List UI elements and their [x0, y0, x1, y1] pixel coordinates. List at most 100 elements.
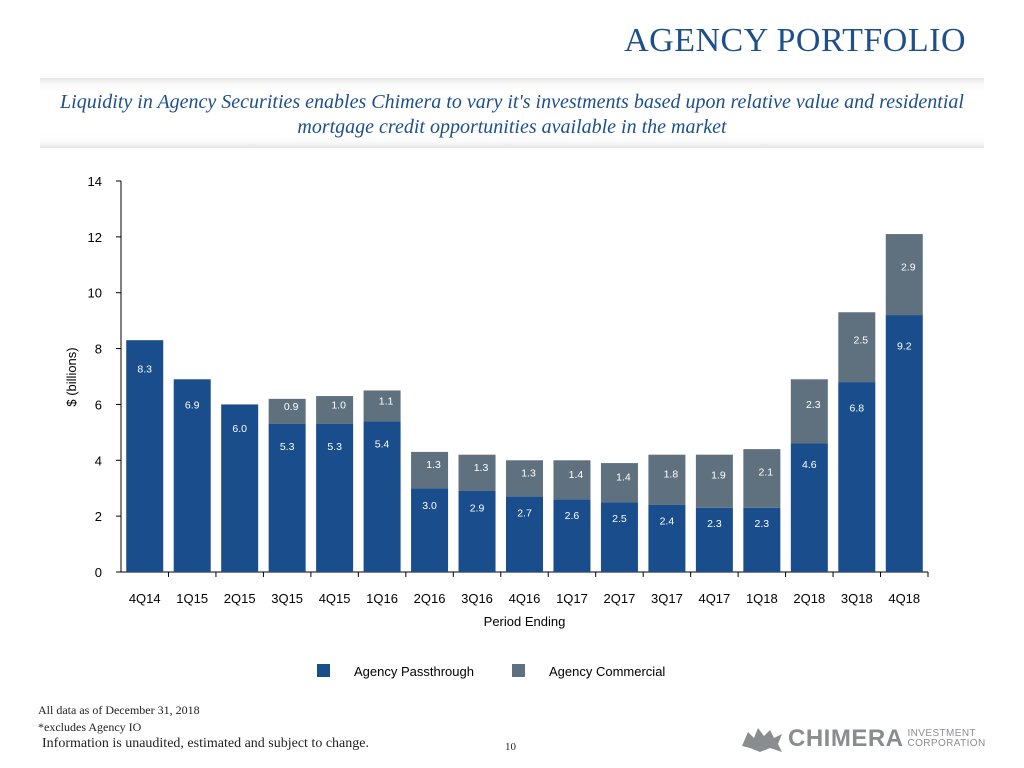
logo-subtext: INVESTMENT CORPORATION [904, 729, 986, 749]
data-label: 5.3 [280, 441, 295, 453]
data-label: 2.3 [755, 518, 770, 530]
subtitle: Liquidity in Agency Securities enables C… [60, 91, 964, 138]
x-tick-label: 1Q17 [556, 591, 588, 606]
legend-label: Agency Commercial [549, 664, 665, 679]
data-label: 5.4 [375, 438, 390, 450]
bar-segment [411, 488, 449, 572]
x-tick-label: 3Q16 [461, 591, 493, 606]
data-label: 8.3 [137, 364, 152, 376]
y-tick-label: 6 [95, 397, 102, 412]
bar-segment [411, 451, 449, 489]
data-label: 9.2 [897, 341, 912, 353]
bar-segment [173, 379, 211, 572]
logo-wordmark: CHIMERA [788, 725, 904, 752]
x-tick-label: 3Q18 [841, 591, 873, 606]
x-axis-label: Period Ending [484, 614, 566, 629]
y-tick-label: 14 [88, 174, 102, 189]
bar-segment [743, 507, 781, 572]
data-label: 1.3 [426, 459, 441, 471]
data-label: 6.8 [849, 402, 864, 414]
bar-segment [506, 460, 543, 497]
x-tick-label: 3Q17 [651, 591, 683, 606]
data-label: 1.8 [664, 468, 679, 480]
y-tick-label: 4 [95, 453, 102, 468]
stacked-bar-chart: 0 2 4 6 8 10 12 14 $ (billions) 8.3 4Q14 6.9 1Q15 6.0… [64, 174, 929, 679]
bar-segment [743, 449, 781, 508]
x-tick-label: 3Q15 [271, 591, 303, 606]
data-label: 6.9 [185, 400, 200, 412]
bar-segment [648, 504, 686, 572]
data-label: 0.9 [284, 401, 299, 413]
legend-label: Agency Passthrough [354, 664, 474, 679]
bar-segment [553, 499, 591, 572]
y-tick-label: 2 [95, 509, 102, 524]
x-tick-label: 4Q16 [509, 591, 541, 606]
bar-segment [363, 421, 401, 572]
bar-segment [695, 454, 733, 508]
x-tick-label: 4Q14 [129, 591, 161, 606]
footnotes: All data as of December 31, 2018 *exclud… [38, 702, 200, 736]
bar-segment [885, 234, 923, 316]
bar-segment [838, 382, 876, 572]
data-label: 1.1 [379, 395, 394, 407]
y-tick-label: 8 [95, 342, 102, 357]
data-label: 2.3 [806, 399, 821, 411]
footnote-excludes: *excludes Agency IO [38, 720, 142, 734]
y-tick-label: 10 [88, 286, 102, 301]
bar-segment [316, 396, 354, 424]
bar-segment [648, 454, 686, 505]
bar-segment [221, 404, 259, 572]
data-label: 2.9 [470, 502, 485, 514]
page-number: 10 [505, 741, 516, 753]
bar-segment [885, 315, 923, 572]
x-tick-label: 2Q18 [793, 591, 825, 606]
data-label: 2.4 [660, 515, 675, 527]
y-axis-label: $ (billions) [64, 347, 79, 406]
x-tick-label: 1Q16 [366, 591, 398, 606]
data-label: 2.7 [517, 508, 532, 520]
x-tick-label: 2Q17 [604, 591, 636, 606]
chimera-logo: CHIMERA INVESTMENT CORPORATION [740, 724, 986, 754]
bar-segment [363, 390, 401, 422]
data-label: 2.9 [901, 262, 916, 274]
bar-segment [790, 379, 828, 444]
logo-line-1: INVESTMENT [907, 728, 976, 739]
x-tick-label: 2Q15 [224, 591, 256, 606]
bar-segment [838, 312, 876, 383]
footnote-disclaimer: Information is unaudited, estimated and … [42, 736, 369, 751]
x-tick-label: 4Q17 [698, 591, 730, 606]
data-label: 6.0 [232, 423, 247, 435]
data-label: 2.5 [853, 335, 868, 347]
bar-segment [600, 463, 638, 503]
data-label: 2.5 [612, 513, 627, 525]
data-label: 1.3 [474, 462, 489, 474]
bar-segment [316, 423, 354, 572]
y-tick-label: 12 [88, 230, 102, 245]
x-tick-label: 1Q15 [176, 591, 208, 606]
data-label: 4.6 [802, 459, 817, 471]
data-label: 1.0 [331, 400, 346, 412]
data-label: 1.3 [521, 468, 536, 480]
bar-segment [695, 507, 733, 572]
footnote-date: All data as of December 31, 2018 [38, 703, 200, 717]
bar-segment [506, 496, 543, 572]
legend-swatch [512, 664, 525, 677]
data-label: 2.1 [759, 467, 774, 479]
x-tick-label: 1Q18 [746, 591, 778, 606]
y-tick-label: 0 [95, 565, 102, 580]
data-label: 5.3 [327, 441, 342, 453]
data-label: 1.4 [616, 472, 631, 484]
legend-swatch [317, 664, 330, 677]
bar-segment [600, 502, 638, 572]
x-tick-label: 4Q18 [888, 591, 920, 606]
bar-segment [126, 340, 164, 572]
data-label: 1.4 [569, 469, 584, 481]
bar-segment [790, 443, 828, 572]
logo-line-2: CORPORATION [907, 738, 986, 749]
x-tick-label: 2Q16 [414, 591, 446, 606]
page-title: AGENCY PORTFOLIO [624, 22, 966, 59]
data-label: 2.6 [565, 510, 580, 522]
bar-segment [458, 454, 496, 492]
data-label: 3.0 [422, 500, 437, 512]
data-label: 2.3 [707, 518, 722, 530]
